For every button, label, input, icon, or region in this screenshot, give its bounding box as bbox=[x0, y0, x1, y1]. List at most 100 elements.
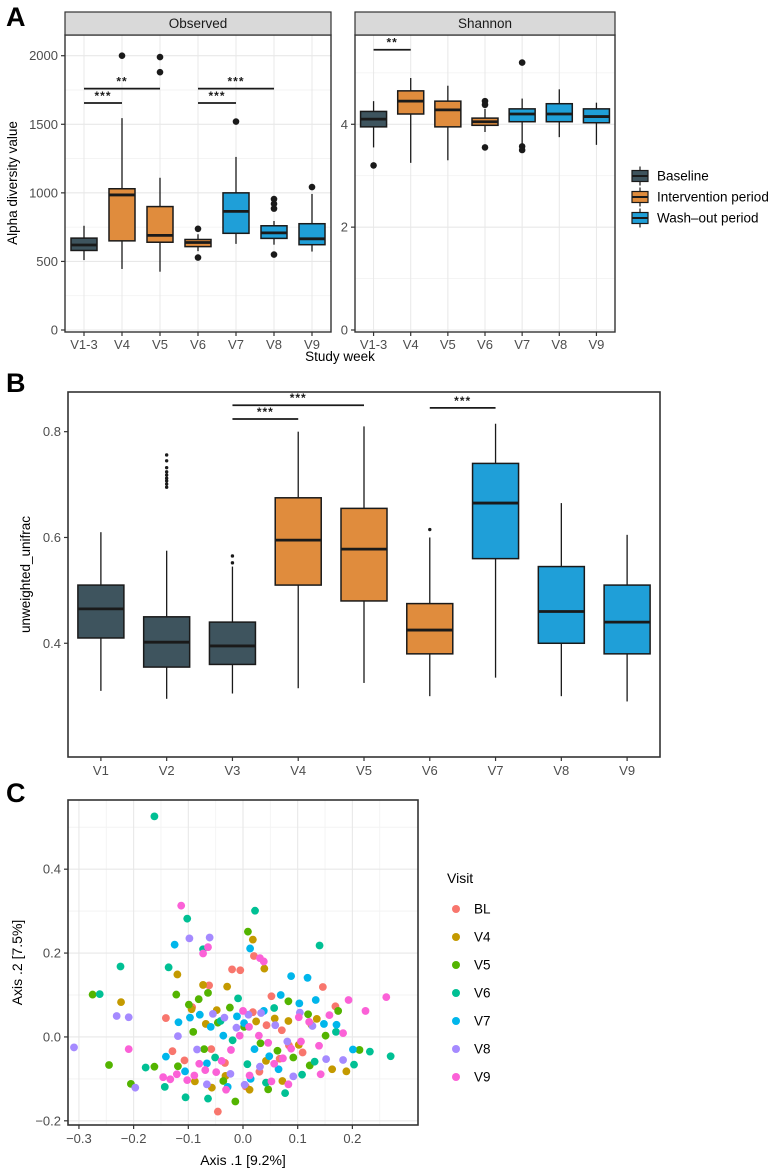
significance-label: *** bbox=[94, 89, 111, 103]
legend-label: V5 bbox=[474, 958, 491, 973]
scatter-point-v6 bbox=[365, 1047, 374, 1056]
x-tick-label: V8 bbox=[551, 337, 567, 352]
scatter-point-v9 bbox=[267, 1077, 276, 1086]
scatter-point-v9 bbox=[316, 1070, 325, 1079]
legend-label: V4 bbox=[474, 930, 491, 945]
x-tick-label: 0.2 bbox=[343, 1131, 361, 1146]
scatter-point-v5 bbox=[244, 927, 252, 936]
facet-strip bbox=[354, 11, 616, 36]
scatter-point-v8 bbox=[289, 1072, 298, 1081]
facet-title: Observed bbox=[169, 16, 228, 31]
scatter-point-v9 bbox=[382, 993, 391, 1001]
y-tick-label: 1000 bbox=[29, 185, 58, 200]
scatter-point-bl bbox=[267, 992, 276, 1001]
outlier-point bbox=[164, 453, 169, 457]
scatter-point-v7 bbox=[276, 991, 285, 999]
outlier-point bbox=[308, 183, 316, 191]
outlier-point bbox=[270, 205, 278, 212]
scatter-point-v9 bbox=[245, 1071, 254, 1080]
scatter-point-bl bbox=[228, 965, 236, 974]
facet-strip bbox=[64, 11, 332, 36]
outlier-point bbox=[164, 479, 169, 483]
x-tick-label: V1 bbox=[93, 763, 109, 778]
scatter-point-v7 bbox=[265, 1052, 274, 1061]
scatter-point-v9 bbox=[239, 1007, 247, 1015]
scatter-point-v8 bbox=[174, 1032, 182, 1040]
scatter-point-v7 bbox=[332, 1020, 341, 1029]
scatter-point-v5 bbox=[184, 1000, 193, 1009]
x-tick-label: −0.1 bbox=[175, 1131, 201, 1146]
x-tick-label: V4 bbox=[114, 337, 130, 352]
y-tick-label: 0.8 bbox=[43, 424, 61, 439]
scatter-point-v5 bbox=[273, 1046, 282, 1055]
scatter-point-v9 bbox=[294, 1013, 303, 1022]
scatter-point-v6 bbox=[181, 1093, 190, 1102]
scatter-point-bl bbox=[298, 1048, 307, 1057]
outlier-point bbox=[194, 225, 202, 233]
y-tick-label: 500 bbox=[36, 254, 58, 269]
scatter-point-v8 bbox=[257, 1009, 265, 1017]
y-tick-label: −0.2 bbox=[35, 1113, 61, 1128]
x-tick-label: V7 bbox=[228, 337, 244, 352]
scatter-point-v6 bbox=[350, 1060, 358, 1069]
x-tick-label: 0.1 bbox=[289, 1131, 307, 1146]
x-tick-label: V5 bbox=[356, 763, 372, 778]
scatter-point-v8 bbox=[339, 1056, 347, 1064]
scatter-point-v6 bbox=[228, 1036, 237, 1045]
box-v5 bbox=[434, 100, 462, 128]
legend-label: V9 bbox=[474, 1070, 491, 1085]
scatter-point-bl bbox=[205, 981, 213, 990]
x-tick-label: V7 bbox=[488, 763, 504, 778]
scatter-point-v5 bbox=[289, 1053, 298, 1062]
scatter-point-v5 bbox=[355, 1046, 364, 1054]
scatter-point-v6 bbox=[281, 1089, 290, 1098]
scatter-point-v7 bbox=[250, 1045, 259, 1053]
scatter-point-v8 bbox=[220, 1013, 229, 1022]
scatter-point-v9 bbox=[339, 1029, 347, 1038]
scatter-point-bl bbox=[318, 983, 327, 991]
scatter-point-v6 bbox=[386, 1052, 395, 1061]
scatter-point-v5 bbox=[304, 1010, 312, 1019]
legend-dot-v6 bbox=[452, 989, 460, 997]
y-tick-label: 2000 bbox=[29, 48, 58, 63]
scatter-point-v4 bbox=[199, 981, 207, 989]
box-v3 bbox=[208, 621, 257, 666]
x-tick-label: −0.2 bbox=[121, 1131, 147, 1146]
scatter-point-v8 bbox=[322, 1055, 331, 1064]
scatter-point-v9 bbox=[361, 1007, 370, 1015]
legend-key-washout bbox=[631, 208, 649, 228]
scatter-point-v7 bbox=[203, 1059, 211, 1068]
scatter-point-v8 bbox=[283, 1037, 292, 1046]
scatter-point-v7 bbox=[311, 996, 320, 1004]
y-tick-label: 0 bbox=[51, 323, 58, 338]
scatter-point-v6 bbox=[95, 990, 104, 999]
scatter-point-v9 bbox=[159, 1073, 168, 1082]
scatter-point-bl bbox=[213, 1107, 222, 1116]
legend-dot-v9 bbox=[452, 1073, 460, 1081]
y-tick-label: 0.0 bbox=[43, 1029, 61, 1044]
scatter-point-v8 bbox=[193, 1045, 201, 1054]
scatter-point-v6 bbox=[298, 1070, 306, 1079]
legend-label: BL bbox=[474, 902, 491, 917]
scatter-point-v9 bbox=[279, 1054, 287, 1063]
scatter-point-v5 bbox=[194, 995, 203, 1004]
scatter-point-v5 bbox=[256, 1039, 265, 1048]
scatter-point-v9 bbox=[166, 1075, 175, 1084]
scatter-point-v5 bbox=[189, 1028, 198, 1036]
y-tick-label: 0.4 bbox=[43, 636, 61, 651]
box-v4 bbox=[108, 187, 136, 242]
scatter-point-v7 bbox=[181, 1067, 189, 1076]
scatter-point-v6 bbox=[315, 941, 324, 950]
y-tick-label: 4 bbox=[341, 117, 348, 132]
facet-title: Shannon bbox=[458, 16, 512, 31]
scatter-point-v9 bbox=[204, 943, 212, 952]
scatter-point-v9 bbox=[201, 1066, 210, 1074]
x-tick-label: V6 bbox=[190, 337, 206, 352]
scatter-point-v6 bbox=[160, 1082, 169, 1091]
outlier-point bbox=[164, 476, 169, 480]
scatter-point-v8 bbox=[209, 1009, 217, 1018]
scatter-point-bl bbox=[161, 1014, 170, 1022]
scatter-point-v9 bbox=[235, 1031, 244, 1040]
y-tick-label: 0.6 bbox=[43, 530, 61, 545]
